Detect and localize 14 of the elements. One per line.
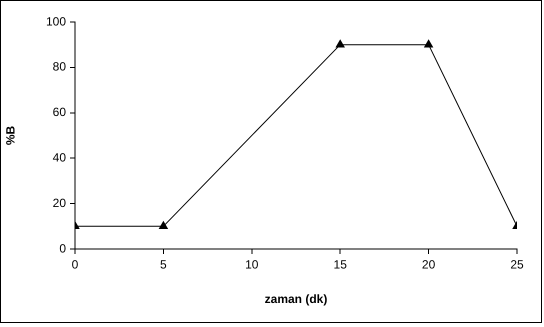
y-tick-label: 60 xyxy=(52,105,66,120)
x-tick-label: 20 xyxy=(422,258,436,272)
y-tick-label: 100 xyxy=(46,14,66,28)
y-tick-label: 40 xyxy=(52,150,66,165)
y-tick-label: 20 xyxy=(52,196,66,210)
x-tick-label: 0 xyxy=(72,258,79,272)
x-axis-title: zaman (dk) xyxy=(264,292,328,306)
y-axis-title: %B xyxy=(4,126,18,146)
x-tick-label: 5 xyxy=(160,258,168,272)
x-tick-label: 25 xyxy=(510,258,524,272)
x-tick-label: 15 xyxy=(334,258,348,272)
y-tick-label: 0 xyxy=(59,241,66,256)
y-tick-label: 80 xyxy=(52,60,66,74)
x-tick-label: 10 xyxy=(245,258,259,272)
